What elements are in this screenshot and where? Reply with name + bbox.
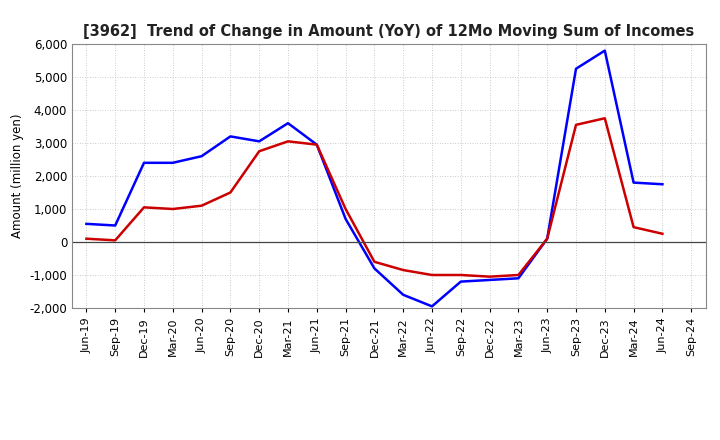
Ordinary Income: [312, 142, 321, 147]
Net Income: [658, 231, 667, 236]
Net Income: [629, 224, 638, 230]
Ordinary Income: [341, 216, 350, 222]
Net Income: [341, 206, 350, 212]
Ordinary Income: [82, 221, 91, 227]
Ordinary Income: [514, 275, 523, 281]
Line: Ordinary Income: Ordinary Income: [86, 51, 662, 306]
Ordinary Income: [572, 66, 580, 71]
Y-axis label: Amount (million yen): Amount (million yen): [11, 114, 24, 238]
Line: Net Income: Net Income: [86, 118, 662, 277]
Net Income: [370, 259, 379, 264]
Ordinary Income: [197, 154, 206, 159]
Net Income: [255, 149, 264, 154]
Ordinary Income: [370, 266, 379, 271]
Ordinary Income: [485, 277, 494, 282]
Ordinary Income: [255, 139, 264, 144]
Ordinary Income: [111, 223, 120, 228]
Net Income: [226, 190, 235, 195]
Ordinary Income: [600, 48, 609, 53]
Net Income: [600, 116, 609, 121]
Net Income: [428, 272, 436, 278]
Net Income: [111, 238, 120, 243]
Net Income: [82, 236, 91, 241]
Ordinary Income: [140, 160, 148, 165]
Net Income: [399, 268, 408, 273]
Ordinary Income: [456, 279, 465, 284]
Ordinary Income: [658, 182, 667, 187]
Ordinary Income: [226, 134, 235, 139]
Title: [3962]  Trend of Change in Amount (YoY) of 12Mo Moving Sum of Incomes: [3962] Trend of Change in Amount (YoY) o…: [84, 24, 694, 39]
Ordinary Income: [284, 121, 292, 126]
Ordinary Income: [629, 180, 638, 185]
Ordinary Income: [543, 236, 552, 241]
Net Income: [312, 142, 321, 147]
Net Income: [284, 139, 292, 144]
Net Income: [572, 122, 580, 128]
Ordinary Income: [399, 292, 408, 297]
Ordinary Income: [428, 304, 436, 309]
Net Income: [514, 272, 523, 278]
Net Income: [456, 272, 465, 278]
Net Income: [140, 205, 148, 210]
Net Income: [485, 274, 494, 279]
Net Income: [543, 236, 552, 241]
Ordinary Income: [168, 160, 177, 165]
Net Income: [168, 206, 177, 212]
Net Income: [197, 203, 206, 209]
